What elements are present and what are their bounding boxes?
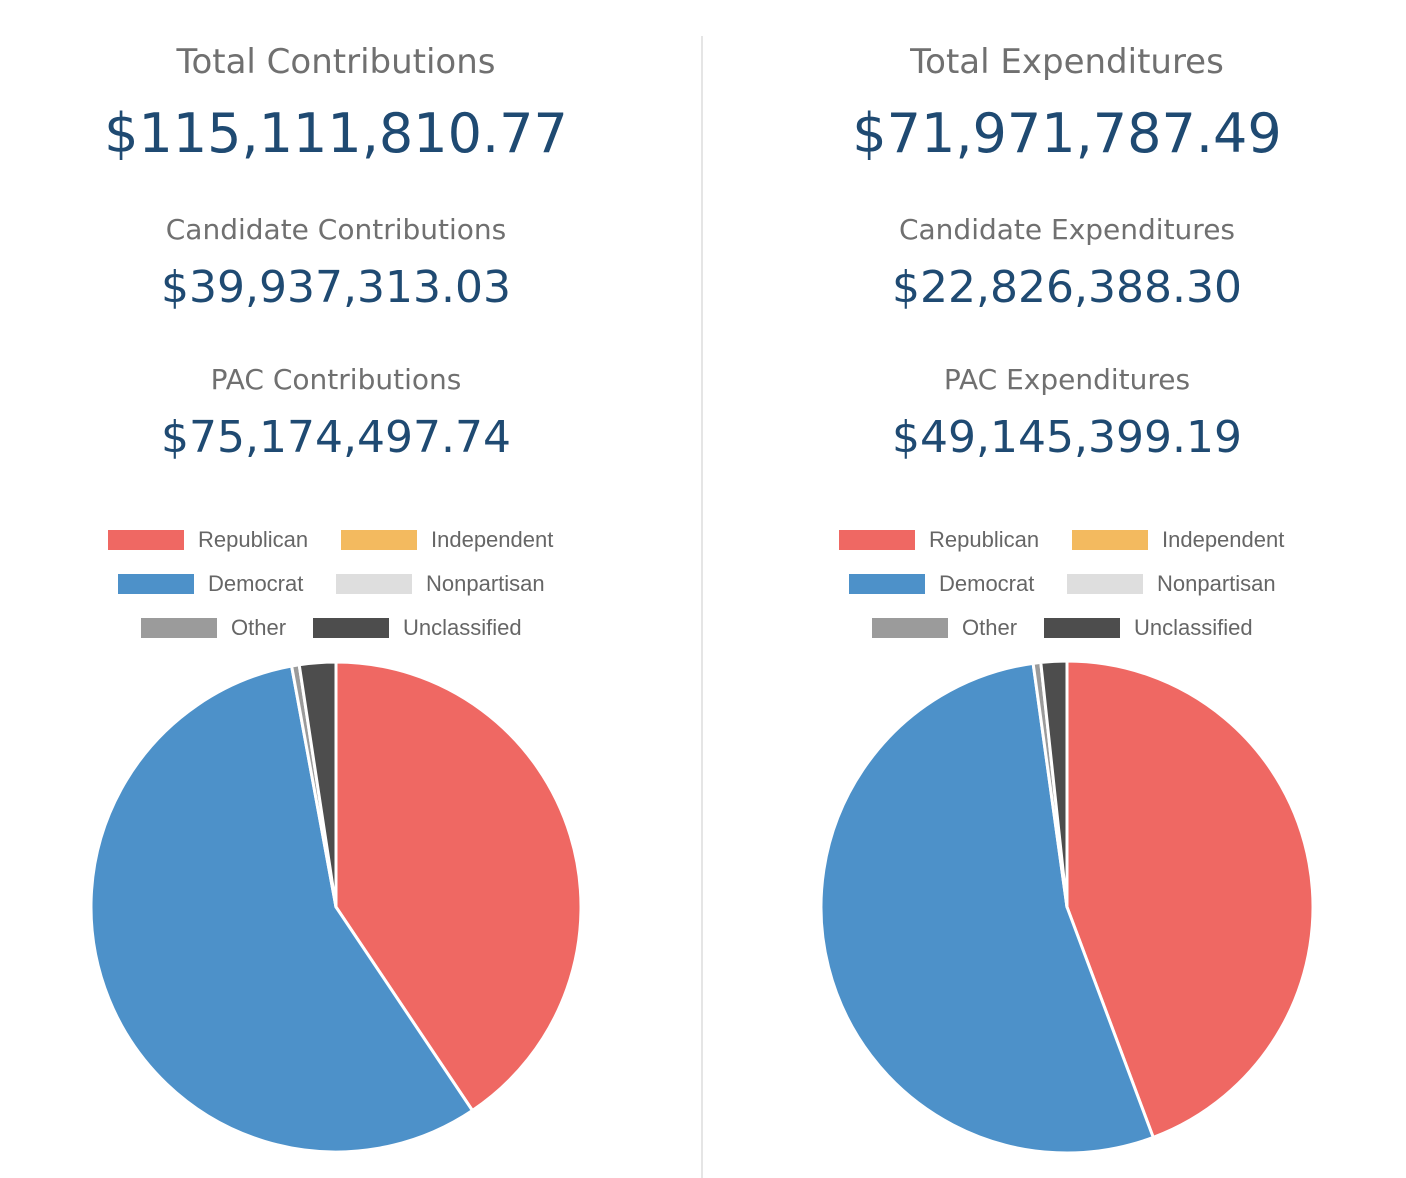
candidate-contributions-value: $39,937,313.03 (161, 262, 511, 313)
pie-slice-unclassified[interactable] (297, 660, 338, 909)
pac-expenditures-label: PAC Expenditures (943, 363, 1191, 396)
pie-slice-democrat[interactable] (89, 664, 474, 1154)
pie-slice-unclassified[interactable] (1039, 659, 1069, 909)
legend-swatch-republican (108, 530, 184, 550)
legend-swatch-unclassified (313, 618, 389, 638)
pac-expenditures-value: $49,145,399.19 (892, 412, 1242, 463)
legend-label: Independent (1162, 527, 1285, 552)
legend-item-republican[interactable]: Republican (839, 527, 1039, 553)
legend-label: Other (231, 615, 287, 640)
legend-item-other[interactable]: Other (872, 615, 1017, 641)
legend-label: Nonpartisan (426, 571, 545, 596)
legend-swatch-unclassified (1044, 618, 1120, 638)
legend-swatch-nonpartisan (1067, 574, 1143, 594)
candidate-expenditures-label: Candidate Expenditures (898, 213, 1236, 246)
legend-label: Democrat (939, 571, 1035, 596)
legend-item-democrat[interactable]: Democrat (118, 571, 303, 597)
legend-item-nonpartisan[interactable]: Nonpartisan (1067, 571, 1276, 597)
expenditures-pie-chart (819, 659, 1315, 1155)
legend-label: Democrat (208, 571, 304, 596)
pac-contributions-label: PAC Contributions (210, 363, 462, 396)
legend-item-independent[interactable]: Independent (341, 527, 553, 553)
candidate-contributions-label: Candidate Contributions (165, 213, 507, 246)
total-contributions-value: $115,111,810.77 (104, 102, 568, 165)
legend-swatch-democrat (118, 574, 194, 594)
legend-item-other[interactable]: Other (141, 615, 286, 641)
legend-item-republican[interactable]: Republican (108, 527, 308, 553)
panel-divider (701, 36, 703, 1178)
legend-label: Republican (929, 527, 1040, 552)
legend-swatch-other (872, 618, 948, 638)
total-contributions-label: Total Contributions (176, 42, 496, 82)
pie-slice-republican[interactable] (334, 660, 583, 1112)
legend-swatch-democrat (849, 574, 925, 594)
contributions-panel: Total Contributions $115,111,810.77 Cand… (0, 0, 672, 1178)
pie-slice-republican[interactable] (1065, 659, 1315, 1139)
legend-label: Unclassified (403, 615, 522, 640)
pac-contributions-value: $75,174,497.74 (161, 412, 511, 463)
candidate-expenditures-value: $22,826,388.30 (892, 262, 1242, 313)
legend-item-nonpartisan[interactable]: Nonpartisan (336, 571, 545, 597)
legend-swatch-independent (341, 530, 417, 550)
legend-item-democrat[interactable]: Democrat (849, 571, 1034, 597)
pie-slice-democrat[interactable] (819, 661, 1155, 1155)
legend-item-unclassified[interactable]: Unclassified (313, 615, 522, 641)
legend-item-independent[interactable]: Independent (1072, 527, 1284, 553)
legend-label: Other (962, 615, 1018, 640)
total-expenditures-value: $71,971,787.49 (852, 102, 1282, 165)
legend-label: Independent (431, 527, 554, 552)
legend-label: Unclassified (1134, 615, 1253, 640)
contributions-pie-chart (89, 660, 583, 1154)
legend-swatch-independent (1072, 530, 1148, 550)
expenditures-panel: Total Expenditures $71,971,787.49 Candid… (731, 0, 1403, 1178)
legend-swatch-other (141, 618, 217, 638)
legend-item-unclassified[interactable]: Unclassified (1044, 615, 1253, 641)
legend-swatch-nonpartisan (336, 574, 412, 594)
legend-label: Nonpartisan (1157, 571, 1276, 596)
legend-swatch-republican (839, 530, 915, 550)
total-expenditures-label: Total Expenditures (910, 42, 1224, 82)
legend-label: Republican (198, 527, 309, 552)
